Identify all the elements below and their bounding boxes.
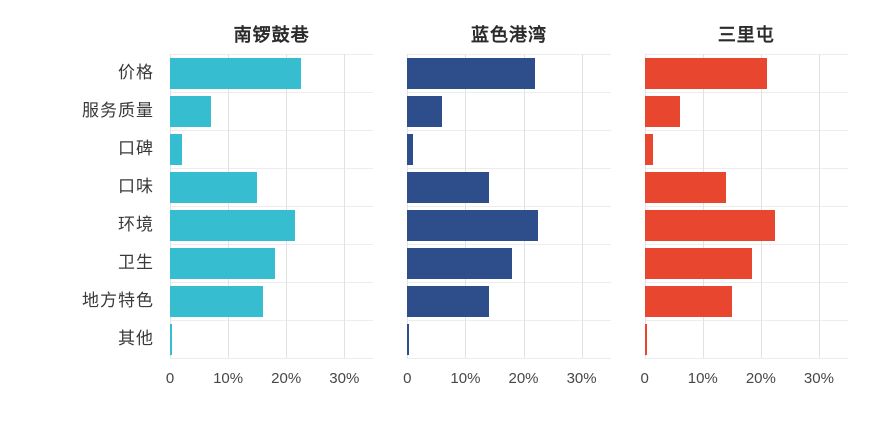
bar-蓝色港湾-环境 [407,209,539,241]
h-gridline [407,282,611,283]
bar-三里屯-口味 [644,171,726,203]
v-gridline [644,54,646,358]
bar-南锣鼓巷-价格 [170,57,301,89]
h-gridline [644,282,848,283]
h-gridline [644,54,848,55]
h-gridline [407,54,611,55]
v-gridline [407,54,409,358]
bar-南锣鼓巷-口味 [170,171,258,203]
bar-蓝色港湾-价格 [407,57,536,89]
x-tick-label: 30% [803,370,834,387]
h-gridline [644,358,848,359]
panel-title-nanluoguxiang: 南锣鼓巷 [233,25,310,45]
x-tick-label: 20% [745,370,776,387]
bar-三里屯-其他 [644,323,647,355]
v-gridline [228,54,230,358]
panel-title-sanlitun: 三里屯 [717,25,775,45]
h-gridline [644,320,848,321]
h-gridline [407,92,611,93]
bar-南锣鼓巷-服务质量 [170,95,211,127]
h-gridline [407,358,611,359]
x-axis-row: 0 10% 20% 30% 0 10% 20% 30% 0 10% 20% 30% [40,358,848,398]
panel-titles-row: 南锣鼓巷 蓝色港湾 三里屯 [40,14,848,54]
h-gridline [170,92,374,93]
v-gridline [344,54,346,358]
plot-area: 价格服务质量口碑口味环境卫生地方特色其他 [40,54,848,359]
h-gridline [644,92,848,93]
bar-三里屯-卫生 [644,247,753,279]
h-gridline [407,244,611,245]
h-gridline [644,130,848,131]
category-label-1: 服务质量 [82,101,154,120]
x-tick-label: 30% [329,370,360,387]
x-tick-label: 10% [687,370,718,387]
panel-2 [644,54,848,359]
category-label-3: 口味 [118,177,154,196]
x-tick-label: 0 [403,370,412,387]
h-gridline [170,54,374,55]
h-gridline [407,168,611,169]
h-gridline [170,244,374,245]
panel-1 [407,54,611,359]
h-gridline [170,320,374,321]
x-tick-label: 30% [566,370,597,387]
v-gridline [818,54,820,358]
h-gridline [407,320,611,321]
h-gridline [170,130,374,131]
bar-三里屯-地方特色 [644,285,732,317]
h-gridline [644,244,848,245]
bar-蓝色港湾-口碑 [407,133,414,165]
bar-南锣鼓巷-地方特色 [170,285,263,317]
panel-title-lansegangwan: 蓝色港湾 [470,25,547,45]
v-gridline [760,54,762,358]
xaxis-0: 0 10% 20% 30% [166,358,373,398]
bar-蓝色港湾-地方特色 [407,285,489,317]
h-gridline [170,206,374,207]
category-label-4: 环境 [118,215,154,234]
bar-蓝色港湾-其他 [407,323,410,355]
category-label-7: 其他 [118,329,154,348]
h-gridline [170,282,374,283]
category-label-6: 地方特色 [82,291,154,310]
h-gridline [644,206,848,207]
bar-三里屯-环境 [644,209,776,241]
x-tick-label: 20% [508,370,539,387]
v-gridline [581,54,583,358]
xaxis-2: 0 10% 20% 30% [640,358,848,398]
bar-蓝色港湾-卫生 [407,247,512,279]
xaxis-1: 0 10% 20% 30% [403,358,610,398]
h-gridline [644,168,848,169]
h-gridline [407,130,611,131]
bar-蓝色港湾-服务质量 [407,95,443,127]
v-gridline [465,54,467,358]
x-tick-label: 0 [640,370,649,387]
category-label-2: 口碑 [118,139,154,158]
v-gridline [286,54,288,358]
v-gridline [523,54,525,358]
bar-南锣鼓巷-口碑 [170,133,182,165]
x-tick-label: 10% [450,370,481,387]
x-tick-label: 0 [165,370,175,387]
panel-0 [170,54,374,359]
category-labels: 价格服务质量口碑口味环境卫生地方特色其他 [40,54,170,358]
bar-三里屯-服务质量 [644,95,680,127]
bar-三里屯-价格 [644,57,767,89]
h-gridline [170,168,374,169]
category-label-0: 价格 [118,63,154,82]
bar-南锣鼓巷-环境 [170,209,295,241]
x-tick-label: 10% [213,370,244,387]
v-gridline [702,54,704,358]
category-label-5: 卫生 [118,253,154,272]
v-gridline [170,54,171,358]
h-gridline [407,206,611,207]
bar-三里屯-口碑 [644,133,654,165]
h-gridline [170,358,374,359]
bar-蓝色港湾-口味 [407,171,489,203]
bar-南锣鼓巷-卫生 [170,247,275,279]
bar-南锣鼓巷-其他 [170,323,172,355]
x-tick-label: 20% [271,370,302,387]
